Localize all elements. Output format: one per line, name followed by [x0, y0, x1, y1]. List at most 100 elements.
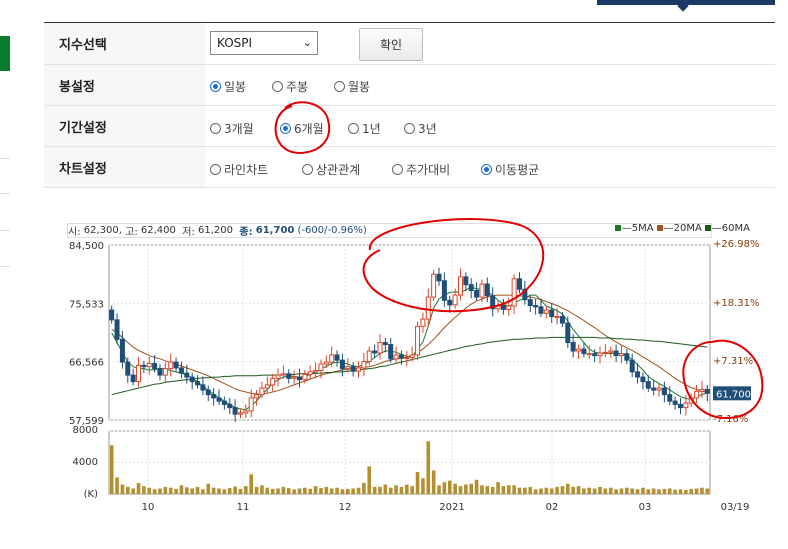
- pct-tick-label: +7.31%: [713, 356, 753, 367]
- index-select[interactable]: KOSPI ⌄: [210, 31, 318, 55]
- candle: [538, 306, 544, 314]
- volume-bar: [625, 487, 629, 494]
- divider: [0, 193, 10, 194]
- candle: [291, 376, 297, 379]
- radio-indicator: [210, 164, 221, 175]
- candle: [447, 299, 453, 306]
- candle: [152, 362, 158, 370]
- volume-bar: [544, 487, 549, 494]
- chart-grid: [108, 244, 711, 495]
- volume-bar: [372, 486, 377, 494]
- radio-correlation[interactable]: 상관관계: [302, 161, 360, 178]
- volume-bar: [630, 488, 634, 494]
- radio-1year[interactable]: 1년: [348, 120, 381, 137]
- candle: [334, 354, 340, 361]
- radio-3year[interactable]: 3년: [404, 120, 437, 137]
- top-tab-active: [597, 0, 775, 12]
- volume-bar: [131, 488, 135, 494]
- volume-bar: [651, 488, 656, 494]
- candle: [441, 280, 447, 301]
- candle: [125, 361, 131, 376]
- chevron-down-icon: ⌄: [302, 36, 312, 49]
- volume-bar: [684, 490, 688, 494]
- close-label: 종:: [239, 227, 253, 238]
- volume-bar: [147, 487, 152, 494]
- volume-bar: [437, 485, 441, 494]
- volume-bar: [657, 489, 661, 494]
- candle: [243, 410, 249, 414]
- radio-6month[interactable]: 6개월: [280, 120, 324, 137]
- candle: [141, 364, 147, 368]
- radio-weekly[interactable]: 주봉: [272, 78, 308, 95]
- x-tick-label: 03/19: [721, 502, 750, 513]
- radio-moving-average[interactable]: 이동평균: [481, 161, 539, 178]
- volume-bar: [614, 489, 618, 494]
- radio-monthly[interactable]: 월봉: [334, 78, 370, 95]
- candle: [254, 394, 260, 399]
- low-value: 61,200: [198, 225, 234, 236]
- volume-bar: [673, 489, 677, 494]
- volume-tick-label: 4000: [73, 457, 98, 468]
- confirm-button[interactable]: 확인: [359, 28, 423, 61]
- candle: [570, 342, 576, 352]
- index-row: 지수선택: [44, 23, 775, 65]
- volume-bar: [238, 488, 243, 494]
- candle: [195, 381, 201, 386]
- volume-bar: [641, 487, 645, 494]
- radio-indicator: [348, 123, 359, 134]
- candle: [699, 388, 705, 392]
- volume-bar: [571, 486, 575, 494]
- volume-bar: [485, 486, 490, 494]
- volume-bar: [158, 488, 162, 494]
- candle: [329, 354, 335, 363]
- candle-row: 봉설정: [44, 65, 775, 106]
- candle: [205, 389, 211, 396]
- volume-bar: [270, 488, 275, 494]
- radio-3month[interactable]: 3개월: [210, 120, 254, 137]
- candle: [168, 361, 174, 370]
- radio-daily[interactable]: 일봉: [210, 78, 246, 95]
- volume-bar: [560, 486, 565, 494]
- candle: [517, 278, 523, 290]
- volume-bar: [415, 471, 420, 494]
- radio-indicator: [404, 123, 415, 134]
- volume-bar: [410, 486, 414, 494]
- candle: [356, 367, 362, 372]
- candle: [366, 350, 372, 362]
- candle: [581, 348, 587, 355]
- volume-bar: [125, 486, 130, 494]
- annotation-circles: [274, 101, 764, 420]
- volume-bar: [174, 488, 178, 494]
- chart-setting-label: 차트설정: [44, 147, 205, 187]
- candle: [436, 273, 442, 282]
- y-tick-label: 66,566: [69, 358, 104, 369]
- volume-bar: [646, 489, 651, 494]
- candle: [259, 387, 265, 396]
- candle: [109, 309, 115, 321]
- open-label: 시:: [68, 227, 81, 238]
- ma20-line: [111, 294, 708, 395]
- radio-vs-stock[interactable]: 주가대비: [392, 161, 450, 178]
- volume-bar: [635, 489, 640, 494]
- radio-line-chart[interactable]: 라인차트: [210, 161, 268, 178]
- candlesticks: [109, 267, 710, 422]
- radio-label: 상관관계: [316, 163, 361, 177]
- volume-bar: [142, 486, 146, 494]
- volume-bar: [506, 485, 511, 494]
- x-tick-label: 11: [237, 502, 250, 513]
- candle: [372, 350, 378, 354]
- radio-label: 라인차트: [224, 163, 269, 177]
- radio-indicator: [481, 164, 492, 175]
- candle: [635, 371, 641, 378]
- volume-bar: [308, 488, 313, 494]
- volume-bar: [474, 479, 479, 494]
- candle: [237, 412, 243, 415]
- radio-label: 월봉: [348, 80, 371, 94]
- volume-bar: [362, 482, 366, 494]
- volume-bar: [211, 487, 216, 494]
- volume-bar: [281, 486, 286, 494]
- volume-bar: [603, 488, 608, 494]
- candle: [624, 353, 630, 361]
- price-plot-frame: [108, 244, 711, 421]
- candle: [490, 295, 496, 310]
